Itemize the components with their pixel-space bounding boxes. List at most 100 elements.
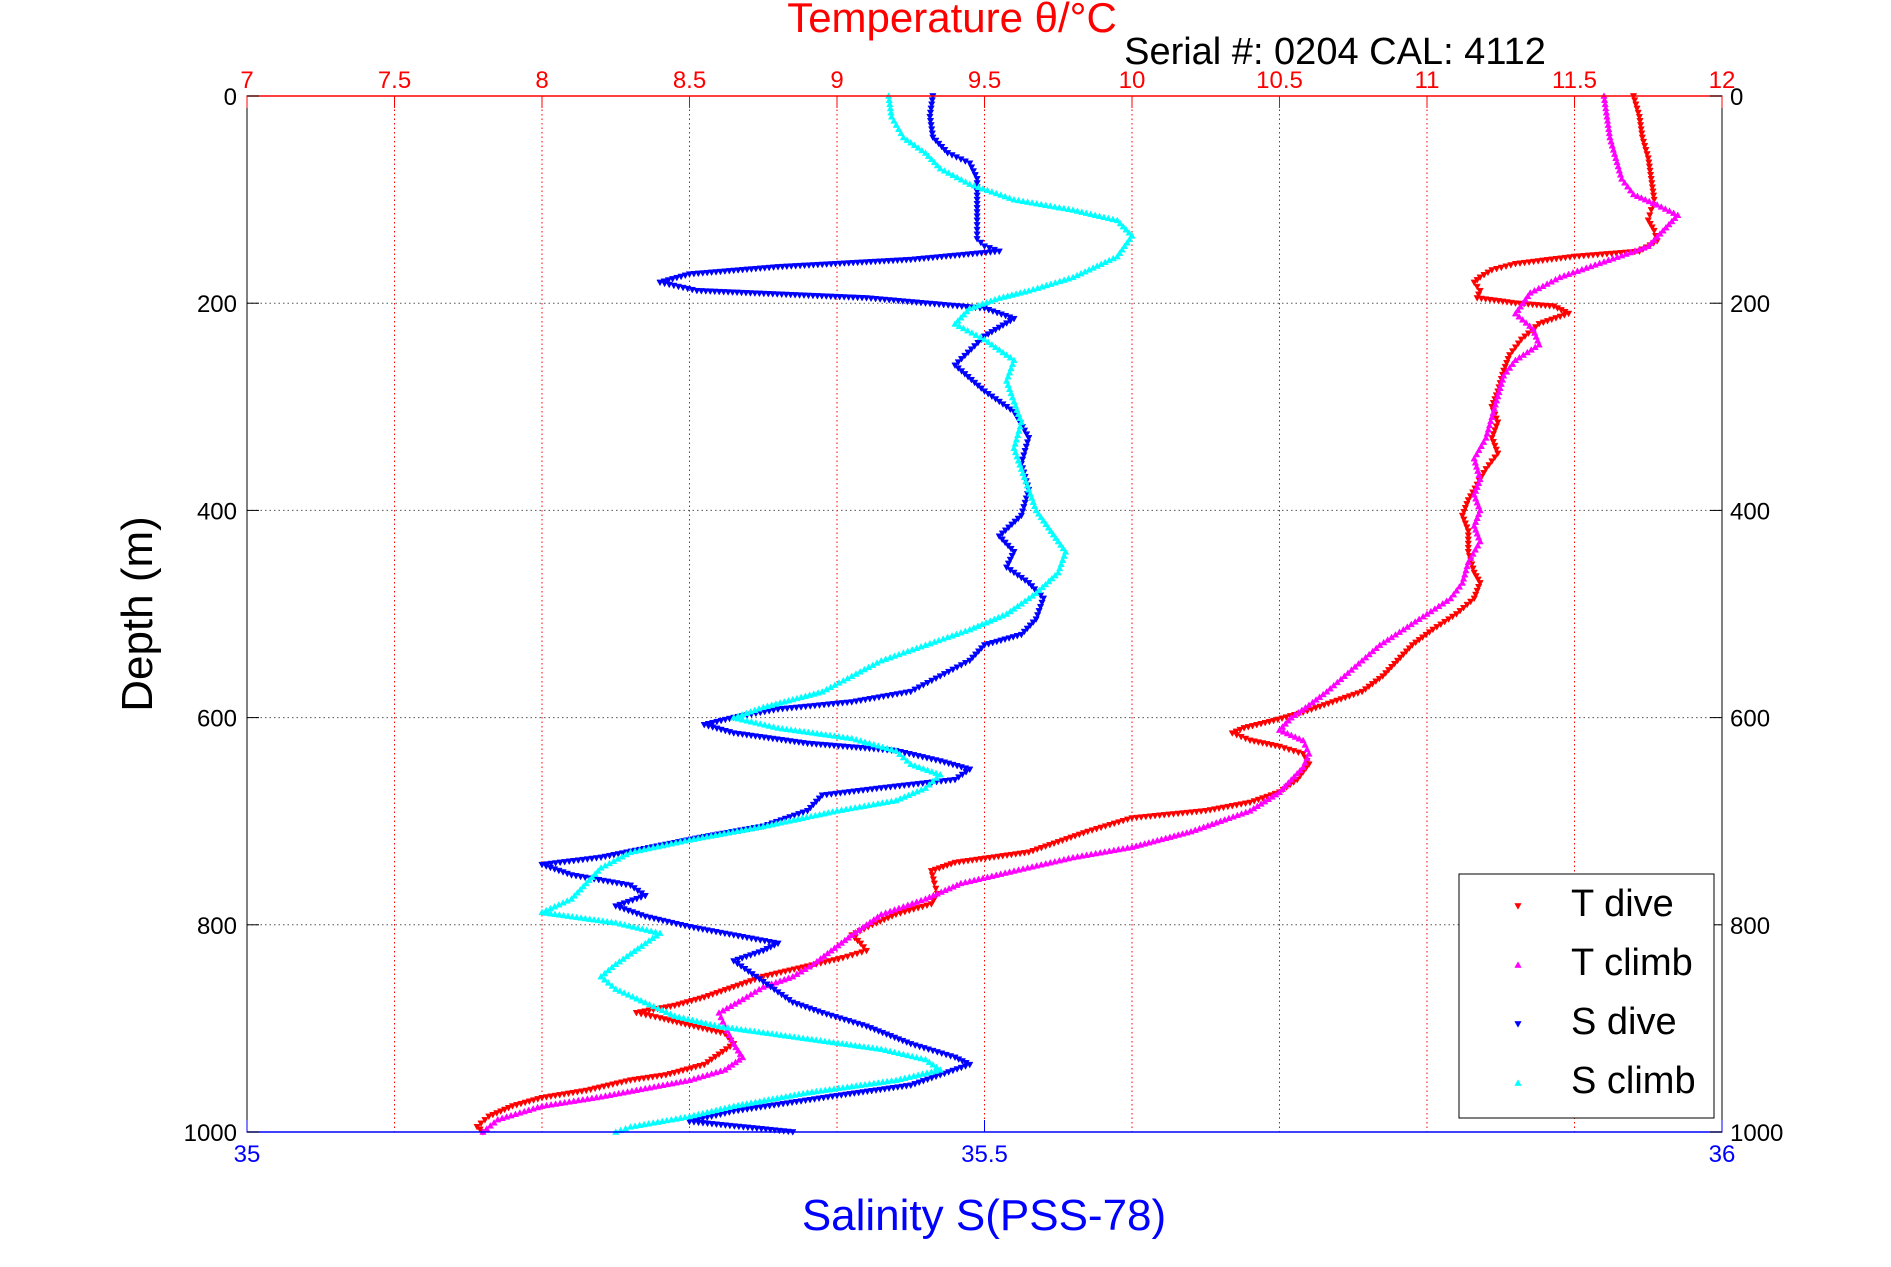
t-dive-marker [1485,462,1493,469]
s-climb-marker [781,1031,789,1039]
s-climb-marker [1089,264,1097,271]
s-dive-marker [797,704,805,711]
t-climb-marker [1626,186,1635,194]
t-dive-marker [1635,113,1644,121]
s-climb-marker [773,1094,781,1101]
t-dive-marker [928,872,937,879]
s-climb-marker [877,1045,885,1052]
s-climb-marker [633,994,641,1002]
s-climb-marker [796,727,804,734]
s-climb-marker [865,739,874,747]
s-dive-marker [899,298,907,305]
s-climb-marker [612,960,620,967]
t-climb-marker [723,1004,731,1012]
t-climb-marker [1330,681,1338,689]
t-dive-marker [1647,176,1655,183]
s-climb-marker [909,789,917,797]
s-climb-marker [821,1037,829,1045]
s-dive-marker [980,243,989,250]
t-climb-marker [1618,251,1626,259]
s-climb-marker [803,813,811,821]
s-climb-marker [929,1060,937,1068]
t-climb-marker [1476,537,1484,545]
t-climb-marker [988,872,996,879]
s-climb-marker [567,895,576,902]
t-dive-marker [1643,151,1651,158]
t-climb-marker [1275,788,1284,796]
t-climb-marker [1515,312,1523,320]
t-climb-marker [1264,795,1273,802]
s-climb-marker [905,1073,913,1080]
t-climb-marker [583,1095,592,1102]
s-dive-marker [885,297,893,304]
t-climb-marker [1315,693,1324,700]
t-climb-marker [1573,267,1582,274]
s-climb-marker [1118,245,1126,253]
s-climb-marker [1038,583,1047,591]
t-climb-marker [574,1096,582,1104]
s-dive-marker [715,288,723,296]
s-dive-marker [928,130,936,138]
s-climb-marker [999,348,1007,356]
s-climb-marker [768,1030,776,1037]
s-climb-marker [923,1069,931,1076]
s-climb-marker [777,1031,785,1038]
t-climb-marker [533,1103,542,1111]
s-climb-marker [949,171,957,178]
s-climb-marker [848,1082,856,1090]
s-dive-marker [905,782,913,789]
s-climb-marker [899,133,907,141]
s-climb-marker [1014,431,1022,439]
s-climb-marker [988,188,996,195]
t-climb-marker [1524,292,1532,300]
t-climb-marker [494,1115,502,1123]
s-climb-marker [1125,235,1134,243]
s-dive-marker [930,301,939,308]
t-climb-marker [890,906,899,913]
t-climb-marker [1419,612,1427,620]
s-dive-marker [795,292,804,299]
t-climb-marker [1631,247,1639,254]
s-climb-marker [874,742,882,749]
s-climb-marker [576,885,584,893]
s-climb-marker [1060,276,1068,283]
s-climb-marker [979,185,987,192]
t-climb-marker [1141,840,1149,847]
t-climb-marker [1618,175,1626,182]
t-climb-marker [1287,713,1295,721]
s-climb-marker [856,803,864,810]
t-dive-marker [1612,250,1620,257]
s-climb-marker [961,627,969,634]
t-dive-marker [1463,524,1471,531]
s-climb-marker [626,950,635,957]
t-climb-marker [623,1088,632,1095]
s-dive-marker [840,294,848,301]
s-dive-marker [1018,456,1027,464]
s-climb-marker [768,701,776,708]
s-climb-marker [873,1044,881,1052]
s-climb-marker [756,1097,764,1105]
s-climb-marker [742,825,750,833]
legend-marker-t-climb [1514,961,1522,968]
s-dive-marker [858,259,866,267]
s-dive-marker [961,352,969,360]
s-climb-marker [626,848,635,856]
t-climb-marker [1001,869,1009,876]
t-climb-marker [1668,217,1676,225]
s-climb-marker [896,750,904,757]
s-climb-marker [547,909,555,917]
t-climb-marker [654,1082,663,1089]
t-climb-marker [1287,776,1295,783]
s-climb-marker [970,624,978,631]
s-dive-marker [954,359,962,366]
s-climb-marker [895,1049,903,1057]
s-climb-marker [721,1104,729,1111]
t-climb-marker [672,1078,680,1086]
s-dive-marker [907,256,915,264]
t-climb-marker [1261,797,1269,805]
t-climb-marker [937,888,945,895]
s-climb-marker [957,628,965,636]
t-climb-marker [1149,837,1157,845]
t-climb-marker [1644,242,1652,250]
